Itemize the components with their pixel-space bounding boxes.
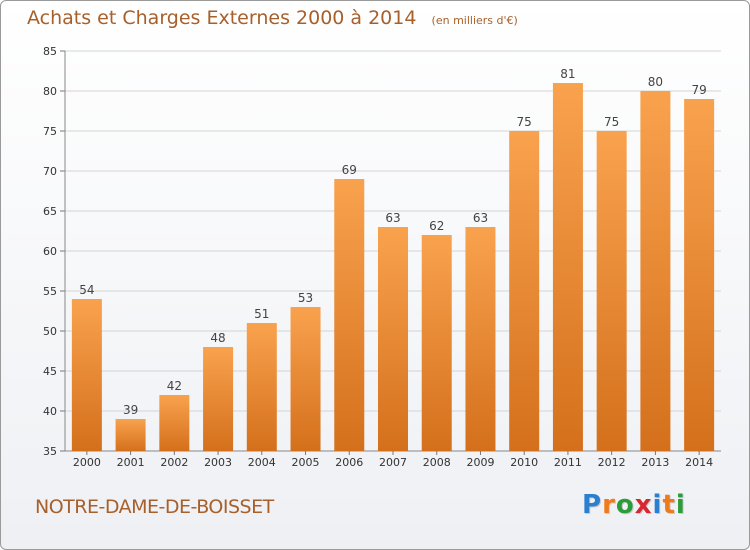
y-tick-label: 65 bbox=[43, 205, 57, 218]
bar-value-label: 54 bbox=[79, 283, 94, 297]
bar bbox=[378, 227, 408, 451]
bars bbox=[71, 83, 715, 451]
x-tick-label: 2013 bbox=[641, 456, 669, 469]
y-tick-label: 85 bbox=[43, 45, 57, 58]
y-tick-label: 55 bbox=[43, 285, 57, 298]
bar-value-label: 42 bbox=[167, 379, 182, 393]
x-tick-label: 2010 bbox=[510, 456, 538, 469]
bar bbox=[290, 307, 321, 451]
bar bbox=[465, 227, 496, 451]
x-tick-label: 2001 bbox=[117, 456, 145, 469]
bar-value-label: 39 bbox=[123, 403, 138, 417]
x-tick-label: 2014 bbox=[685, 456, 713, 469]
bar bbox=[159, 395, 190, 451]
bar-value-label: 48 bbox=[210, 331, 225, 345]
logo-letter: i bbox=[675, 490, 686, 520]
bar bbox=[596, 131, 627, 451]
bar bbox=[552, 83, 583, 451]
y-tick-label: 45 bbox=[43, 365, 57, 378]
bar bbox=[509, 131, 540, 451]
y-tick-label: 40 bbox=[43, 405, 57, 418]
y-tick-label: 75 bbox=[43, 125, 57, 138]
labels: 54 2000 39 2001 42 2002 48 2003 51 2004 53 2005 69 20… bbox=[73, 67, 713, 469]
bar bbox=[334, 179, 365, 451]
logo-letter: t bbox=[662, 490, 676, 520]
bar-value-label: 51 bbox=[254, 307, 269, 321]
x-tick-label: 2008 bbox=[423, 456, 451, 469]
y-tick-label: 70 bbox=[43, 165, 57, 178]
logo-letter: x bbox=[634, 490, 653, 520]
x-tick-label: 2012 bbox=[598, 456, 626, 469]
y-tick-label: 35 bbox=[43, 445, 57, 458]
bar-value-label: 75 bbox=[604, 115, 619, 129]
x-tick-label: 2006 bbox=[335, 456, 363, 469]
logo-letter: i bbox=[652, 490, 663, 520]
x-tick-label: 2004 bbox=[248, 456, 276, 469]
bar-value-label: 75 bbox=[517, 115, 532, 129]
x-tick-label: 2009 bbox=[466, 456, 494, 469]
bar-value-label: 79 bbox=[691, 83, 706, 97]
chart-title-block: Achats et Charges Externes 2000 à 2014 (… bbox=[27, 7, 518, 29]
x-tick-label: 2000 bbox=[73, 456, 101, 469]
bar bbox=[115, 419, 146, 451]
y-tick-label: 50 bbox=[43, 325, 57, 338]
logo-letter: r bbox=[602, 490, 616, 520]
bar-value-label: 53 bbox=[298, 291, 313, 305]
y-tick-label: 80 bbox=[43, 85, 57, 98]
bar-value-label: 81 bbox=[560, 67, 575, 81]
x-tick-label: 2005 bbox=[292, 456, 320, 469]
bar bbox=[71, 299, 102, 451]
bar-value-label: 80 bbox=[648, 75, 663, 89]
bar bbox=[640, 91, 671, 451]
chart-subtitle: (en milliers d'€) bbox=[431, 14, 518, 27]
x-tick-label: 2007 bbox=[379, 456, 407, 469]
logo-letter: P bbox=[582, 490, 603, 520]
bar-value-label: 69 bbox=[342, 163, 357, 177]
bar-value-label: 63 bbox=[385, 211, 400, 225]
bar bbox=[684, 99, 715, 451]
chart-title: Achats et Charges Externes 2000 à 2014 bbox=[27, 7, 417, 29]
bar-value-label: 63 bbox=[473, 211, 488, 225]
x-tick-label: 2003 bbox=[204, 456, 232, 469]
y-tick-label: 60 bbox=[43, 245, 57, 258]
logo-letter: o bbox=[615, 490, 635, 520]
bar bbox=[421, 235, 452, 451]
x-tick-label: 2002 bbox=[160, 456, 188, 469]
bar bbox=[246, 323, 277, 451]
bar bbox=[203, 347, 234, 451]
proxiti-logo[interactable]: Proxiti bbox=[582, 490, 686, 520]
commune-name: NOTRE-DAME-DE-BOISSET bbox=[35, 496, 274, 518]
x-tick-label: 2011 bbox=[554, 456, 582, 469]
bar-value-label: 62 bbox=[429, 219, 444, 233]
